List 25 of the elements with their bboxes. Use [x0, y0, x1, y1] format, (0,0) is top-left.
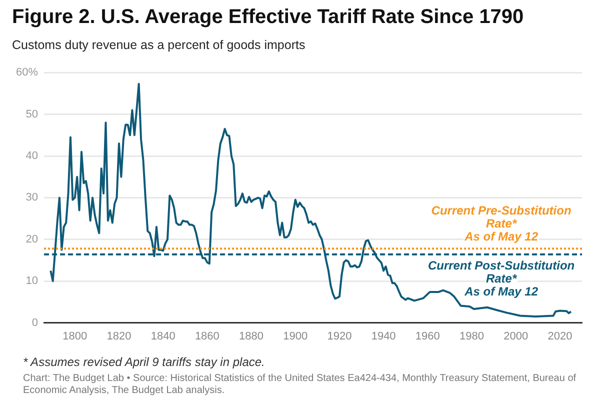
- x-tick-label: 1880: [239, 330, 264, 342]
- x-tick-label: 1800: [62, 330, 88, 342]
- y-tick-label: 60%: [16, 66, 38, 79]
- x-tick-label: 1820: [106, 330, 132, 342]
- y-tick-label: 50: [26, 108, 38, 120]
- ref-line-label: Current Post-Substitution Rate* As of May 12: [428, 258, 575, 298]
- x-tick-label: 1940: [371, 330, 396, 342]
- y-tick-label: 20: [26, 233, 38, 246]
- text: * Assumes revised April 9 tariffs stay in place.: [23, 355, 266, 369]
- y-tick-label: 0: [32, 316, 38, 329]
- chart-subtitle: Customs duty revenue as a percent of goods imports: [12, 38, 306, 52]
- x-tick-label: 1900: [283, 330, 308, 342]
- x-tick-label: 2000: [504, 330, 528, 342]
- x-tick-label: 1960: [415, 330, 440, 342]
- x-tick-label: 1980: [460, 330, 484, 342]
- x-tick-label: 2020: [548, 330, 572, 342]
- chart-title: Figure 2. U.S. Average Effective Tariff Rate Since 1790: [12, 6, 524, 29]
- x-tick-label: 1860: [194, 330, 220, 342]
- ref-line-label: Current Pre-Substitution Rate* As of May 12: [431, 204, 572, 244]
- text: Chart: The Budget Lab • Source: Historical Statistics of the United States Ea424-434, Monthly Treasury Statement, Bureau of Economic Analysis, The Budget Lab analysis.: [23, 373, 578, 397]
- y-tick-label: 10: [26, 275, 38, 288]
- y-tick-label: 30: [26, 192, 38, 204]
- y-tick-label: 40: [26, 150, 38, 162]
- x-tick-label: 1920: [327, 330, 352, 342]
- x-tick-label: 1840: [150, 330, 176, 342]
